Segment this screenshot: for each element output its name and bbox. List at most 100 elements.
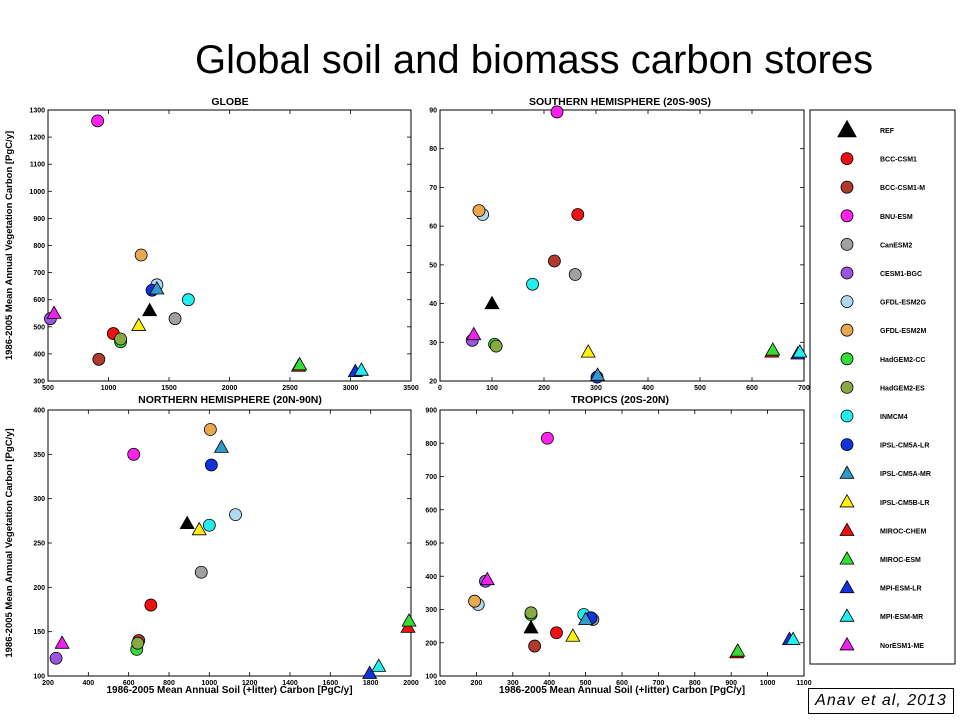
x-tick-label: 0	[438, 385, 442, 392]
data-point-hadgem2-es: HadGEM2-ES: (108, 29)	[489, 339, 503, 353]
x-tick-label: 200	[471, 680, 483, 687]
legend-marker-ipsl-cm5b-lr	[839, 493, 855, 508]
legend-item-miroc-esm: MIROC-ESM	[839, 551, 921, 565]
chart-title: SOUTHERN HEMISPHERE (20S-90S)	[529, 96, 711, 108]
data-point-ipsl-cm5b-lr: IPSL-CM5B-LR: (1250, 505)	[131, 317, 147, 331]
y-tick-label: 600	[33, 297, 45, 304]
data-point-miroc-esm: MIROC-ESM: (1990, 162)	[401, 613, 417, 627]
x-tick-label: 1500	[161, 385, 177, 392]
chart-panel-tropics-20s-20n: TROPICS (20S-20N) 100 200 300 400 500 600 700 80…	[425, 394, 811, 696]
legend-label: BCC-CSM1-M	[880, 185, 925, 192]
y-tick-label: 70	[429, 185, 437, 192]
legend-marker-hadgem2-es	[840, 380, 854, 394]
data-point-miroc-esm: MIROC-ESM: (640, 28)	[765, 342, 781, 356]
legend-marker-ipsl-cm5a-lr	[840, 438, 854, 452]
data-point-mpi-esm-mr: MPI-ESM-MR: (692, 27.5)	[792, 344, 808, 358]
legend-item-bnu-esm: BNU-ESM	[840, 209, 913, 223]
legend-marker-miroc-chem	[839, 522, 855, 536]
legend-label: INMCM4	[880, 414, 908, 421]
legend-marker-mpi-esm-lr	[839, 579, 855, 594]
x-tick-label: 1000	[101, 385, 117, 392]
y-tick-label: 350	[33, 452, 45, 459]
legend-marker-noresm1-me	[839, 636, 855, 651]
legend-item-hadgem2-cc: HadGEM2-CC	[840, 352, 926, 366]
legend-label: IPSL-CM5A-MR	[880, 471, 931, 478]
legend-label: GFDL-ESM2M	[880, 328, 926, 335]
y-tick-label: 90	[429, 108, 437, 115]
data-point-mpi-esm-mr: MPI-ESM-MR: (3090, 340)	[353, 362, 369, 376]
legend-marker-ipsl-cm5a-mr	[839, 465, 855, 479]
data-point-bcc-csm1: BCC-CSM1: (710, 180)	[144, 598, 158, 612]
y-tick-label: 1100	[30, 162, 45, 169]
plot-area	[439, 109, 805, 382]
x-tick-label: 300	[590, 385, 602, 392]
y-tick-label: 400	[425, 574, 437, 581]
legend-item-canesm2: CanESM2	[840, 237, 912, 251]
y-tick-label: 200	[425, 640, 437, 647]
x-tick-label: 500	[580, 680, 592, 687]
data-point-canesm2: CanESM2: (260, 47.5)	[568, 268, 582, 281]
x-tick-label: 800	[689, 680, 701, 687]
chart-title: GLOBE	[211, 96, 248, 108]
legend-marker-mpi-esm-mr	[839, 608, 855, 622]
data-point-gfdl-esm2m: GFDL-ESM2M: (1005, 378)	[203, 423, 217, 436]
x-tick-label: 600	[616, 680, 628, 687]
x-tick-label: 3500	[403, 385, 419, 392]
x-tick-label: 300	[507, 680, 519, 687]
y-tick-label: 1300	[29, 108, 45, 115]
x-tick-label: 900	[725, 680, 737, 687]
y-tick-label: 900	[33, 216, 45, 223]
data-point-inmcm4: INMCM4: (178, 45)	[526, 277, 539, 291]
x-tick-label: 1200	[242, 680, 258, 687]
legend-item-cesm1-bgc: CESM1-BGC	[840, 266, 922, 280]
legend-label: HadGEM2-CC	[880, 357, 926, 364]
legend-label: CanESM2	[880, 242, 912, 249]
legend-label: CESM1-BGC	[880, 271, 922, 278]
x-tick-label: 100	[434, 680, 446, 687]
legend-marker-bcc-csm1	[840, 152, 854, 166]
data-point-inmcm4: INMCM4: (1000, 270)	[202, 518, 216, 532]
data-points: REF: (100, 40) BCC-CSM1: (265, 63) BCC-CSM…	[465, 105, 808, 384]
data-point-gfdl-esm2m: GFDL-ESM2M: (75, 64)	[472, 204, 486, 218]
x-tick-label: 700	[798, 385, 810, 392]
legend-item-bcc-csm1-m: BCC-CSM1-M	[840, 180, 925, 194]
x-tick-label: 2000	[222, 385, 238, 392]
y-tick-label: 100	[33, 674, 45, 681]
data-point-gfdl-esm2g: GFDL-ESM2G: (1130, 282)	[229, 508, 242, 522]
x-tick-label: 1400	[282, 680, 298, 687]
x-tick-label: 400	[642, 385, 654, 392]
y-tick-label: 1000	[29, 189, 45, 196]
slide-title: Global soil and biomass carbon stores	[195, 38, 874, 82]
y-tick-label: 800	[425, 441, 437, 448]
y-tick-label: 800	[33, 243, 45, 250]
x-tick-label: 200	[42, 680, 54, 687]
y-tick-label: 300	[425, 607, 437, 614]
x-tick-label: 500	[694, 385, 706, 392]
y-tick-label: 60	[429, 224, 437, 231]
data-point-mpi-esm-mr: MPI-ESM-MR: (1840, 111)	[371, 658, 387, 672]
x-axis-label: 1986-2005 Mean Annual Soil (+litter) Car…	[106, 685, 352, 696]
legend-item-ref: REF	[837, 119, 895, 138]
data-point-gfdl-esm2m: GFDL-ESM2M: (195, 325)	[468, 594, 481, 608]
data-point-ipsl-cm5b-lr: IPSL-CM5B-LR: (285, 27.5)	[580, 344, 596, 358]
data-point-bcc-csm1-m: BCC-CSM1-M: (920, 380)	[92, 352, 106, 366]
data-point-miroc-esm: MIROC-ESM: (2580, 360)	[292, 356, 308, 371]
x-tick-label: 1800	[363, 680, 379, 687]
legend-marker-cesm1-bgc	[840, 266, 854, 280]
data-point-miroc-esm: MIROC-ESM: (918, 175)	[730, 643, 746, 657]
x-tick-label: 1100	[796, 680, 811, 687]
y-tick-label: 80	[429, 146, 437, 153]
data-point-ipsl-cm5b-lr: IPSL-CM5B-LR: (465, 220)	[565, 628, 581, 642]
data-point-ref: REF: (100, 40)	[484, 295, 500, 310]
y-tick-label: 20	[429, 379, 437, 386]
y-tick-label: 200	[33, 585, 45, 592]
x-tick-label: 400	[82, 680, 94, 687]
legend-item-gfdl-esm2g: GFDL-ESM2G	[840, 295, 926, 309]
legend-item-mpi-esm-lr: MPI-ESM-LR	[839, 579, 922, 594]
legend-marker-bcc-csm1-m	[840, 180, 854, 194]
y-tick-label: 400	[33, 351, 45, 358]
data-point-bnu-esm: BNU-ESM: (225, 89.5)	[550, 105, 564, 119]
data-point-bcc-csm1-m: BCC-CSM1-M: (220, 51)	[548, 254, 561, 268]
legend-item-mpi-esm-mr: MPI-ESM-MR	[839, 608, 923, 622]
